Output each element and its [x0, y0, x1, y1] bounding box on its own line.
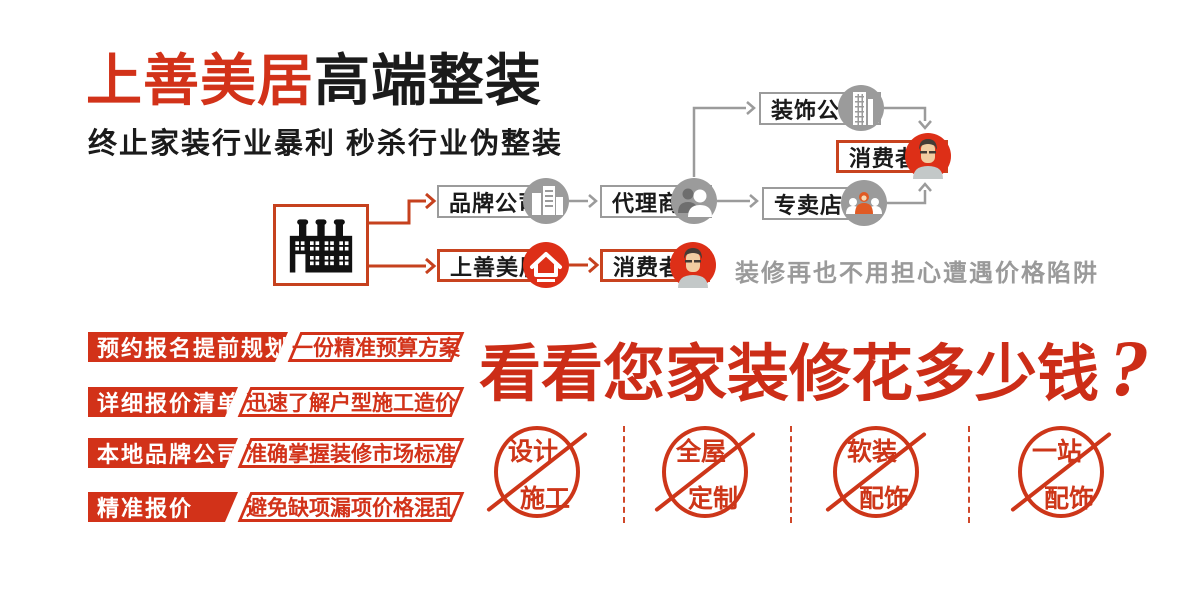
brand-title: 上善美居高端整装 [86, 50, 542, 112]
shangshan-node-circle [523, 242, 569, 288]
stamp-line1: 设计 [507, 439, 559, 466]
stamp-line1: 一站 [1031, 439, 1083, 466]
ribbon-right-label: 一份精准预算方案 [292, 337, 460, 360]
ribbon-left-label: 本地品牌公司 [88, 438, 238, 468]
ribbon-right-label: 避免缺项漏项价格混乱 [246, 497, 456, 520]
headline: 看看您家装修花多少钱 ? [479, 322, 1157, 413]
dashed-divider [623, 426, 625, 523]
ribbon-row-1: 预约报名提前规划 一份精准预算方案 [88, 332, 465, 362]
store-staff-icon [846, 192, 882, 214]
ribbon-right-box: 一份精准预算方案 [287, 332, 465, 362]
consumer-avatar-icon [678, 248, 708, 288]
stamp-circle [494, 426, 580, 518]
decoration-node-circle [838, 85, 884, 131]
flow-node-consumer-bottom-label: 消费者 [613, 254, 683, 280]
flow-node-agent-label: 代理商 [612, 190, 682, 216]
ribbon-row-3: 本地品牌公司 准确掌握装修市场标准 [88, 438, 465, 468]
dashed-divider [968, 426, 970, 523]
ribbon-right-label: 迅速了解户型施工造价 [246, 392, 456, 415]
ribbon-left-label: 精准报价 [88, 492, 238, 522]
brand-title-black: 高端整装 [314, 49, 542, 112]
brand-title-red: 上善美居 [86, 49, 314, 112]
stamp-design-construction: 设计 施工 [486, 426, 588, 518]
ribbon-right-box: 避免缺项漏项价格混乱 [237, 492, 465, 522]
subtitle: 终止家装行业暴利 秒杀行业伪整装 [88, 128, 564, 160]
store-node-circle [841, 180, 887, 226]
question-mark: ? [1100, 325, 1157, 413]
buildings-icon [532, 186, 563, 215]
stamp-one-stop: 一站 配饰 [1010, 426, 1112, 518]
ribbon-row-2: 详细报价清单 迅速了解户型施工造价 [88, 387, 465, 417]
consumer-avatar-icon [913, 139, 943, 179]
ribbon-right-label: 准确掌握装修市场标准 [246, 443, 456, 466]
flow-node-store-label: 专卖店 [774, 192, 844, 218]
brand-node-circle [523, 178, 569, 224]
house-icon [530, 252, 562, 282]
stamp-soft-furnishing: 软装 配饰 [825, 426, 927, 518]
ribbon-right-box: 准确掌握装修市场标准 [237, 438, 465, 468]
stamp-whole-house-custom: 全屋 定制 [654, 426, 756, 518]
factory-node [273, 204, 369, 286]
stamp-circle [833, 426, 919, 518]
office-building-icon [853, 92, 873, 125]
consumer-top-circle [905, 133, 951, 179]
headline-text: 看看您家装修花多少钱 [479, 340, 1100, 409]
ribbon-left-label: 详细报价清单 [88, 387, 238, 417]
dashed-divider [790, 426, 792, 523]
ribbon-right-box: 迅速了解户型施工造价 [237, 387, 465, 417]
agent-node-circle [671, 178, 717, 224]
factory-icon [289, 219, 353, 273]
stamp-line1: 软装 [846, 439, 898, 466]
flow-note: 装修再也不用担心遭遇价格陷阱 [735, 260, 1099, 287]
stamp-line2: 施工 [519, 486, 571, 513]
ribbon-left-label: 预约报名提前规划 [88, 332, 288, 362]
flow-connectors [369, 101, 932, 275]
stamp-line2: 定制 [687, 486, 739, 513]
stamp-line1: 全屋 [675, 439, 727, 466]
ribbon-row-4: 精准报价 避免缺项漏项价格混乱 [88, 492, 465, 522]
stamp-line2: 配饰 [858, 486, 910, 513]
people-icon [678, 188, 712, 217]
stamp-circle [1018, 426, 1104, 518]
consumer-bottom-circle [670, 242, 716, 288]
stamp-circle [662, 426, 748, 518]
stamp-line2: 配饰 [1043, 486, 1095, 513]
